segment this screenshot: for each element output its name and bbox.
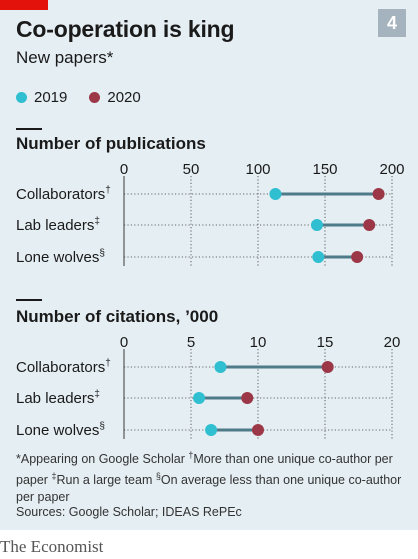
category-footnote-mark: ‡ — [94, 216, 100, 227]
chart-subtitle: New papers* — [16, 48, 114, 67]
section-title-citations: Number of citations, ’000 — [16, 307, 219, 326]
category-footnote-mark: ‡ — [94, 389, 100, 400]
legend-item-2019: 2019 — [16, 89, 67, 106]
point-2019 — [269, 188, 282, 200]
footnote-dagger-mark: † — [188, 450, 194, 460]
legend-label-2019: 2019 — [34, 89, 68, 106]
category-label: Lab leaders‡ — [16, 389, 100, 407]
brand-logo: The Economist — [0, 537, 104, 556]
publications-chart: 0 50 100 150 200 Collaborators† Lab leaders‡ Lo… — [16, 162, 405, 266]
category-footnote-mark: † — [105, 358, 111, 369]
chart-panel: 4 Co-operation is king New papers* 2019 … — [0, 0, 418, 530]
tick-label-5: 5 — [187, 335, 195, 351]
sources: Sources: Google Scholar; IDEAS RePEc — [16, 505, 242, 519]
legend: 2019 2020 — [16, 89, 163, 106]
point-2020 — [241, 392, 254, 404]
legend-label-2020: 2020 — [107, 89, 141, 106]
point-2019 — [205, 424, 218, 436]
footnote-asterisk: *Appearing on Google Scholar — [16, 452, 189, 467]
footnote-section-mark: § — [155, 471, 161, 482]
point-2020 — [252, 424, 264, 436]
section-rule-publications — [16, 128, 42, 130]
tick-label-15: 15 — [317, 335, 334, 351]
category-label: Collaborators† — [16, 358, 111, 376]
legend-dot-2019 — [16, 92, 27, 103]
footnote-section: On average less than one unique co-autho… — [16, 473, 402, 505]
legend-dot-2020 — [89, 92, 101, 103]
footnote: *Appearing on Google Scholar †More than … — [16, 447, 406, 506]
category-footnote-mark: § — [99, 248, 105, 259]
footnote-dagger: More than one unique co-author per paper — [16, 452, 393, 488]
footnote-ddagger-mark: ‡ — [51, 471, 57, 482]
category-footnote-mark: † — [105, 185, 111, 196]
tick-label-150: 150 — [312, 162, 337, 178]
section-title-publications: Number of publications — [16, 134, 206, 153]
tick-label-0: 0 — [120, 335, 128, 351]
footnote-ddagger: Run a large team — [56, 473, 156, 488]
category-footnote-mark: § — [99, 421, 105, 432]
point-2020 — [351, 251, 364, 263]
point-2019 — [312, 251, 325, 263]
section-rule-citations — [16, 299, 42, 301]
point-2020 — [363, 219, 376, 231]
point-2019 — [214, 361, 227, 373]
category-label: Collaborators† — [16, 185, 111, 203]
tick-label-100: 100 — [245, 162, 270, 178]
chart-title: Co-operation is king — [16, 16, 235, 42]
chart-number-badge: 4 — [378, 9, 406, 37]
category-label: Lab leaders‡ — [16, 216, 100, 234]
point-2019 — [193, 392, 206, 404]
citations-chart: 0 5 10 15 20 Collaborators† Lab leaders‡ Lone w… — [16, 335, 401, 439]
tick-label-200: 200 — [379, 162, 404, 178]
point-2020 — [321, 361, 334, 373]
category-label: Lone wolves§ — [16, 421, 105, 439]
tick-label-10: 10 — [250, 335, 267, 351]
point-2020 — [372, 188, 385, 200]
brand-red-tab — [0, 0, 48, 10]
point-2019 — [310, 219, 323, 231]
tick-label-50: 50 — [183, 162, 200, 178]
tick-label-20: 20 — [384, 335, 401, 351]
category-label: Lone wolves§ — [16, 248, 105, 266]
legend-item-2020: 2020 — [89, 89, 141, 106]
tick-label-0: 0 — [120, 162, 128, 178]
